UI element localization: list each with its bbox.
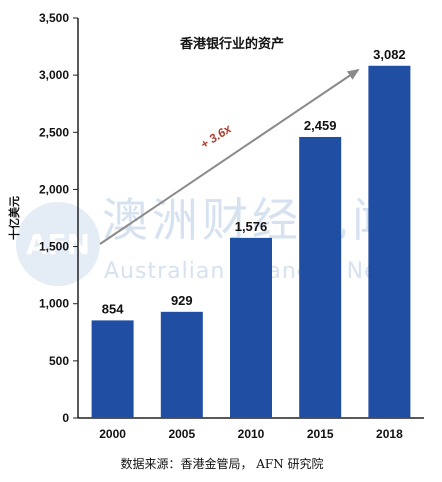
watermark-logo-text: AFN	[26, 228, 90, 261]
y-tick-label: 3,500	[39, 11, 69, 25]
bar-2000	[91, 320, 134, 418]
y-ticks: 0 500 1,000 1,500 2,000 2,500 3,000 3,500	[39, 11, 78, 425]
data-labels: 854 929 1,576 2,459 3,082	[102, 47, 406, 317]
x-tick-label-2010: 2010	[238, 427, 265, 441]
bar-2010	[230, 237, 272, 418]
bars	[91, 65, 411, 419]
data-label-2000: 854	[102, 301, 124, 316]
x-tick-label-2005: 2005	[168, 427, 195, 441]
watermark-logo-circle	[16, 202, 100, 286]
source-note: 数据来源：香港金管局， AFN 研究院	[120, 456, 323, 471]
data-label-2005: 929	[171, 293, 193, 308]
y-tick-label: 3,000	[39, 68, 69, 82]
y-tick-label: 0	[62, 411, 69, 425]
data-label-2018: 3,082	[373, 47, 406, 62]
y-tick-label: 500	[49, 354, 69, 368]
trend-annotation: + 3.6x	[198, 121, 235, 152]
watermark: AFN 澳洲财经见闻 Australian Financial News	[16, 193, 409, 286]
bar-2005	[160, 311, 203, 418]
bar-2018	[368, 65, 411, 419]
y-tick-label: 2,500	[39, 125, 69, 139]
x-tick-label-2015: 2015	[307, 427, 334, 441]
data-label-2015: 2,459	[304, 118, 337, 133]
y-tick-label: 2,000	[39, 182, 69, 196]
chart-title: 香港银行业的资产	[179, 36, 284, 52]
trend-arrow	[99, 68, 360, 245]
x-ticks: 2000 2005 2010 2015 2018	[99, 427, 403, 441]
x-tick-label-2018: 2018	[376, 427, 403, 441]
y-tick-label: 1,500	[39, 240, 69, 254]
x-tick-label-2000: 2000	[99, 427, 126, 441]
data-label-2010: 1,576	[235, 219, 268, 234]
bar-2015	[299, 136, 342, 418]
y-tick-label: 1,000	[39, 297, 69, 311]
y-axis-label: 十亿美元	[7, 196, 21, 240]
